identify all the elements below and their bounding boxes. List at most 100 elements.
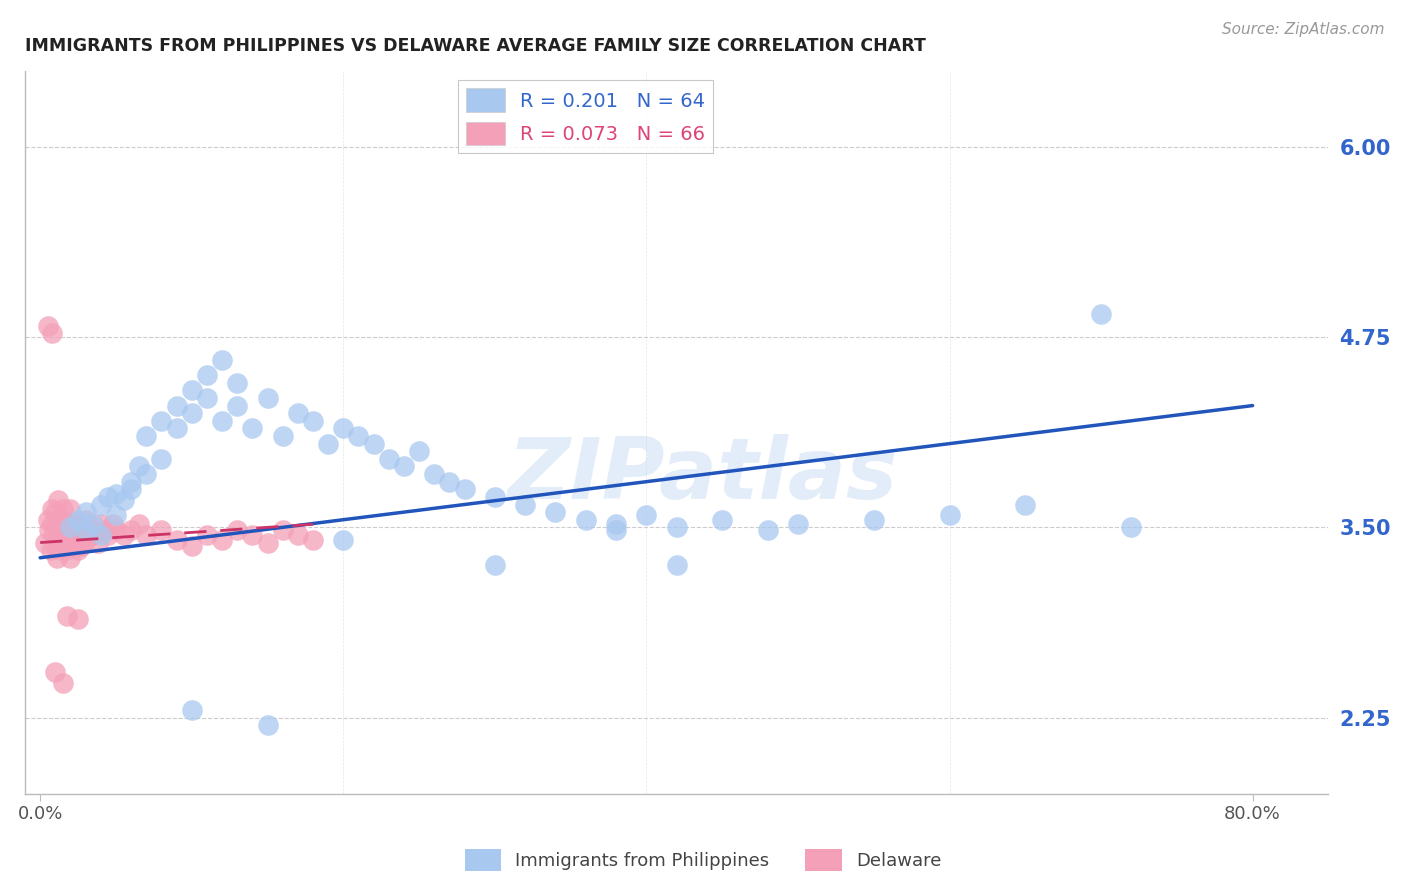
Point [44,505,66,519]
Point [52,513,75,527]
Point [82,528,104,542]
Point [195,391,218,405]
Point [302,414,325,428]
Point [90,528,112,542]
Point [377,451,399,466]
Point [1014,498,1036,512]
Point [211,352,233,367]
Point [240,421,263,435]
Point [180,703,202,717]
Point [112,528,135,542]
Point [180,406,202,420]
Point [135,528,157,542]
Point [135,467,157,481]
Point [59,524,82,538]
Point [135,429,157,443]
Point [67,513,90,527]
Point [101,517,124,532]
Point [48,492,70,507]
Point [1090,307,1112,321]
Point [150,524,173,538]
Point [44,665,66,679]
Point [97,490,120,504]
Point [211,414,233,428]
Point [90,517,112,532]
Point [787,517,810,532]
Point [75,524,97,538]
Point [62,517,84,532]
Point [408,444,430,458]
Point [59,502,82,516]
Point [316,436,339,450]
Point [423,467,446,481]
Point [63,533,86,547]
Point [240,528,263,542]
Point [287,528,309,542]
Point [166,421,188,435]
Point [87,535,110,549]
Point [37,513,59,527]
Point [392,459,415,474]
Point [1121,520,1143,534]
Point [112,492,135,507]
Point [636,508,658,523]
Text: Source: ZipAtlas.com: Source: ZipAtlas.com [1222,22,1385,37]
Point [97,528,120,542]
Point [195,368,218,383]
Point [302,533,325,547]
Point [41,502,63,516]
Point [605,524,627,538]
Point [195,528,218,542]
Point [90,498,112,512]
Point [256,718,278,732]
Point [226,524,249,538]
Point [256,535,278,549]
Point [56,520,79,534]
Point [605,517,627,532]
Point [711,513,734,527]
Point [37,319,59,334]
Point [180,539,202,553]
Point [332,533,354,547]
Point [150,414,173,428]
Point [120,483,142,497]
Point [41,326,63,340]
Point [49,520,72,534]
Point [484,490,506,504]
Point [104,508,127,523]
Point [58,533,80,547]
Point [665,520,688,534]
Point [104,524,127,538]
Point [67,520,90,534]
Point [226,376,249,390]
Point [52,524,75,538]
Point [439,475,461,489]
Legend: Immigrants from Philippines, Delaware: Immigrants from Philippines, Delaware [457,842,949,879]
Point [862,513,884,527]
Point [104,487,127,501]
Point [128,459,150,474]
Point [55,543,77,558]
Point [82,517,104,532]
Point [59,520,82,534]
Point [41,517,63,532]
Point [56,539,79,553]
Point [120,524,142,538]
Point [128,517,150,532]
Point [72,524,94,538]
Point [69,533,91,547]
Point [332,421,354,435]
Point [271,429,294,443]
Point [938,508,960,523]
Point [67,612,90,626]
Point [120,475,142,489]
Point [75,533,97,547]
Point [363,436,385,450]
Point [211,533,233,547]
Point [226,399,249,413]
Point [56,608,79,623]
Point [75,505,97,519]
Point [67,543,90,558]
Point [93,524,115,538]
Point [347,429,370,443]
